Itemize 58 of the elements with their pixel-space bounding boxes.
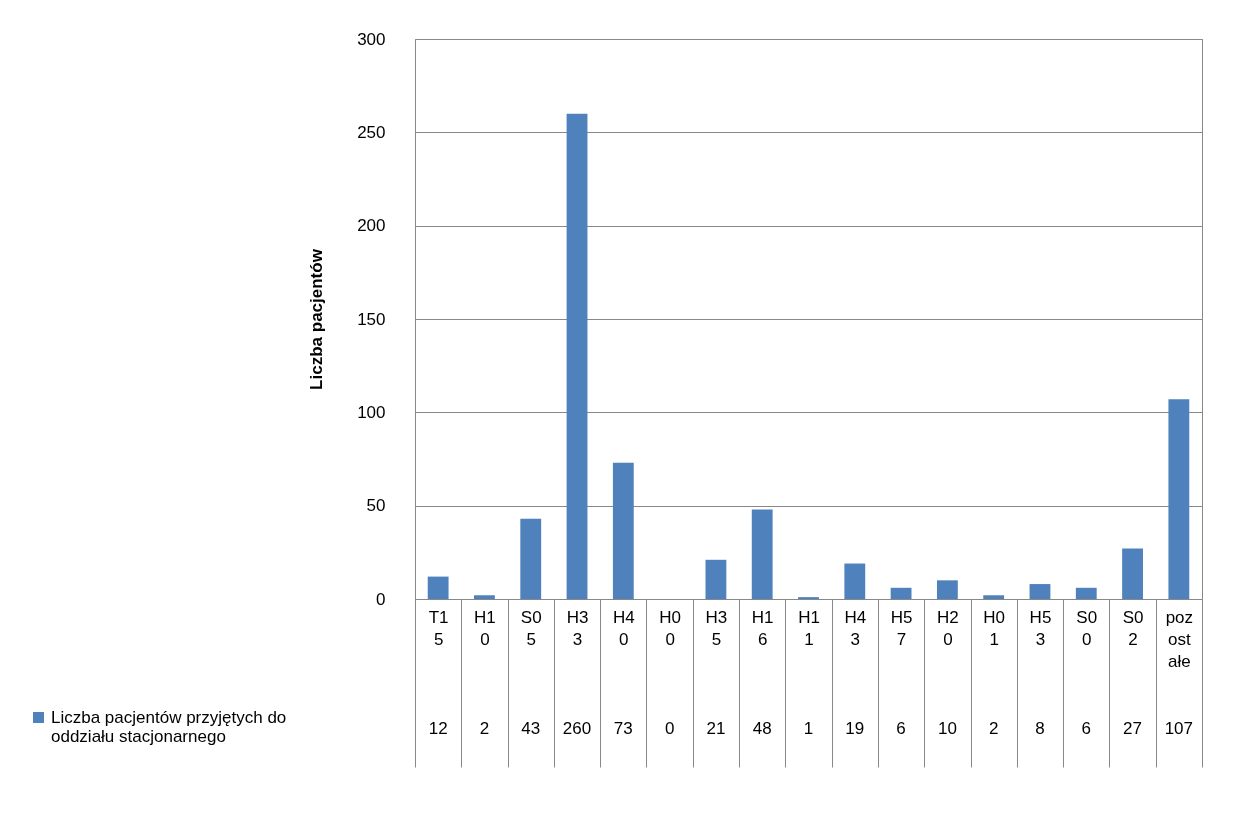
data-label: 43 [521,719,541,738]
data-label: 8 [1035,719,1045,738]
x-tick-label: H53 [1029,607,1052,649]
x-tick-label: pozostałe [1165,607,1194,671]
bar [1075,587,1097,599]
y-tick-label: 300 [357,29,386,49]
x-tick-label: H33 [566,607,589,649]
bar [751,509,773,599]
data-label: 12 [428,719,448,738]
bar [890,587,912,599]
data-label: 48 [752,719,772,738]
y-tick-label: 150 [357,309,386,329]
x-tick-label: H40 [612,607,635,649]
y-tick-label: 0 [376,589,386,609]
bar [844,563,866,599]
data-label: 2 [988,719,999,738]
x-tick-label: H16 [751,607,774,649]
legend-label: Liczba pacjentów przyjętych do oddziału stacjonarnego [51,707,287,746]
bar [1029,584,1051,599]
x-tick-label: S05 [520,607,542,649]
x-tick-label: H35 [705,607,728,649]
data-label: 2 [479,719,490,738]
bar [1122,548,1143,599]
x-tick-label: S02 [1122,607,1144,649]
bar [936,580,958,599]
data-label: 260 [562,719,592,738]
x-tick-label: H20 [937,607,959,649]
bar [705,559,727,599]
data-label: 21 [706,719,726,738]
bar [474,595,495,599]
data-label: 6 [896,719,906,738]
x-tick-label: H43 [844,607,867,649]
x-tick-label: S00 [1076,607,1098,649]
data-label: 27 [1123,719,1143,738]
bar [427,576,449,599]
bar [1168,399,1190,599]
data-label: 19 [845,719,865,738]
data-label: 107 [1164,719,1194,738]
x-tick-label: T15 [428,607,449,649]
y-tick-label: 100 [357,402,386,422]
x-tick-label: H10 [474,607,496,649]
bar [520,518,542,599]
bar [983,595,1005,599]
x-tick-label: H11 [798,607,820,649]
y-axis-title: Liczba pacjentów [306,248,326,390]
data-label: 0 [664,719,675,738]
data-label: 6 [1081,719,1091,738]
x-tick-label: H57 [890,607,913,649]
y-tick-label: 50 [366,496,386,516]
bar [612,462,634,599]
y-tick-label: 200 [357,216,386,236]
data-label: 1 [803,719,814,738]
x-tick-label: H00 [659,607,681,649]
data-label: 10 [937,719,957,738]
x-tick-label: H01 [983,607,1006,649]
data-label: 73 [613,719,633,738]
bar [566,113,588,599]
y-tick-label: 250 [357,122,386,142]
